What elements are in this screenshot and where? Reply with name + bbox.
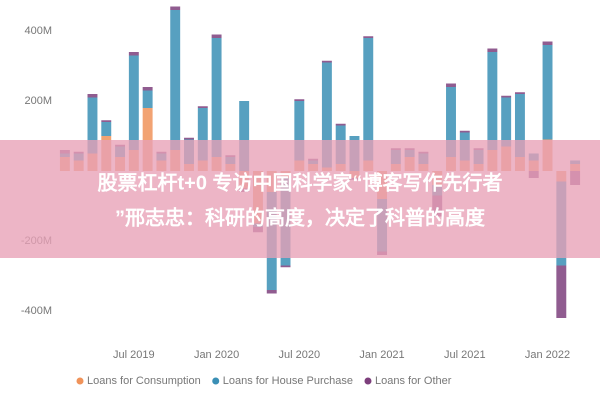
x-tick-label: Jul 2020 — [279, 349, 321, 361]
bar-segment — [294, 101, 305, 161]
bar-segment — [142, 87, 153, 91]
bar-segment — [197, 106, 208, 108]
y-tick-label: 400M — [24, 25, 52, 37]
bar-segment — [184, 137, 194, 140]
y-tick-label: -400M — [21, 305, 52, 317]
bar-segment — [556, 265, 567, 318]
bar-segment — [239, 101, 250, 171]
bar-segment — [280, 265, 291, 268]
legend-swatch — [364, 377, 372, 385]
bar-segment — [101, 120, 112, 122]
x-tick-label: Jul 2019 — [113, 349, 155, 361]
bar-segment — [197, 108, 208, 161]
banner — [0, 140, 600, 258]
x-tick-label: Jan 2020 — [194, 349, 239, 361]
legend-swatch — [212, 377, 220, 385]
bar-segment — [363, 36, 374, 38]
bar-segment — [321, 62, 332, 168]
legend-label: Loans for Consumption — [87, 375, 201, 387]
bar-segment — [487, 52, 498, 150]
bar-segment — [446, 87, 456, 157]
bar-segment — [446, 83, 456, 87]
banner-text: 股票杠杆t+0 专访中国科学家“博客写作先行者 — [97, 170, 502, 194]
bar-segment — [142, 90, 153, 108]
bar-segment — [487, 48, 498, 52]
legend-label: Loans for Other — [375, 375, 452, 387]
bar-segment — [514, 94, 525, 157]
bar-segment — [211, 34, 222, 38]
bar-segment — [514, 92, 525, 94]
legend-label: Loans for House Purchase — [223, 375, 353, 387]
legend-item: Loans for Other — [364, 375, 452, 387]
legend-swatch — [76, 377, 84, 385]
bar-segment — [87, 94, 98, 98]
bar-segment — [170, 6, 181, 10]
bar-segment — [542, 41, 553, 45]
x-tick-label: Jul 2021 — [444, 349, 486, 361]
bar-segment — [266, 290, 277, 294]
bar-segment — [170, 10, 181, 150]
bar-segment — [128, 52, 139, 56]
bar-segment — [294, 99, 305, 101]
legend-item: Loans for Consumption — [76, 375, 201, 387]
bar-segment — [542, 45, 553, 140]
bar-segment — [335, 123, 346, 126]
bar-segment — [321, 60, 332, 63]
bar-segment — [501, 97, 512, 147]
bar-segment — [459, 130, 470, 133]
bar-segment — [101, 122, 112, 136]
bar-segment — [501, 95, 512, 98]
x-tick-label: Jan 2022 — [525, 349, 570, 361]
bar-segment — [87, 97, 98, 154]
bar-segment — [128, 55, 139, 150]
y-tick-label: 200M — [24, 95, 52, 107]
x-tick-label: Jan 2021 — [359, 349, 404, 361]
bar-segment — [142, 108, 153, 171]
bar-segment — [211, 38, 222, 157]
banner-text: ”邢志忠：科研的高度，决定了科普的高度 — [115, 205, 486, 229]
legend-item: Loans for House Purchase — [212, 375, 353, 387]
bar-segment — [363, 38, 374, 161]
